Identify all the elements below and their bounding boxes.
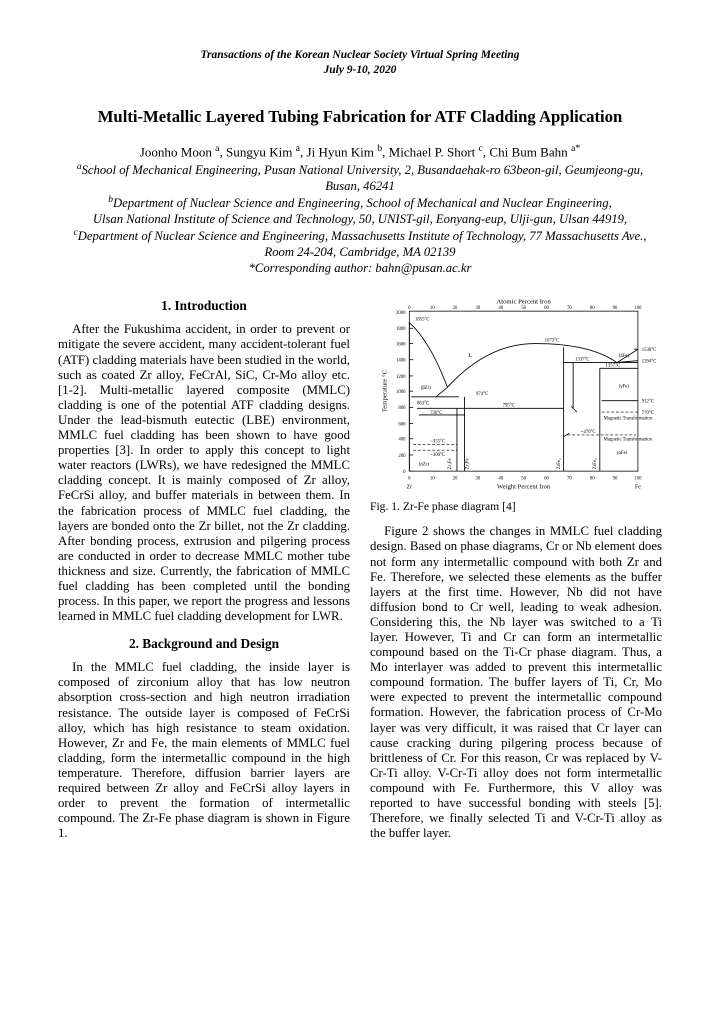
section-2-heading: 2. Background and Design	[58, 636, 350, 652]
svg-text:Fe: Fe	[635, 485, 641, 491]
section-2-body-left: In the MMLC fuel cladding, the inside la…	[58, 660, 350, 841]
figure-1-caption: Fig. 1. Zr-Fe phase diagram [4]	[370, 500, 662, 514]
svg-text:90: 90	[613, 307, 618, 312]
journal-line2: July 9-10, 2020	[58, 63, 662, 78]
svg-text:10: 10	[430, 307, 435, 312]
paper-title: Multi-Metallic Layered Tubing Fabricatio…	[58, 107, 662, 127]
svg-text:0: 0	[408, 477, 411, 482]
svg-text:30: 30	[476, 477, 481, 482]
svg-text:863°C: 863°C	[417, 402, 429, 407]
svg-text:~470°C: ~470°C	[581, 430, 596, 435]
svg-text:20: 20	[453, 477, 458, 482]
svg-text:2000: 2000	[396, 311, 406, 316]
svg-text:770°C: 770°C	[642, 411, 654, 416]
svg-text:50: 50	[521, 307, 526, 312]
svg-text:(αZr): (αZr)	[419, 463, 430, 468]
svg-text:1855°C: 1855°C	[415, 318, 430, 323]
svg-text:0: 0	[408, 307, 411, 312]
corresponding: *Corresponding author: bahn@pusan.ac.kr	[58, 261, 662, 277]
svg-text:(δFe): (δFe)	[619, 354, 630, 359]
svg-text:1600: 1600	[396, 343, 406, 348]
section-1-heading: 1. Introduction	[58, 298, 350, 314]
affiliations: aSchool of Mechanical Engineering, Pusan…	[58, 162, 662, 276]
svg-text:90: 90	[613, 477, 618, 482]
svg-text:Magnetic Transformation: Magnetic Transformation	[604, 417, 653, 422]
svg-text:Magnetic Transformation: Magnetic Transformation	[604, 438, 653, 443]
svg-text:400: 400	[398, 438, 406, 443]
svg-text:1538°C: 1538°C	[642, 349, 657, 354]
svg-text:Weight Percent Iron: Weight Percent Iron	[497, 484, 551, 491]
svg-text:Zr₂Fe: Zr₂Fe	[465, 459, 470, 470]
journal-line1: Transactions of the Korean Nuclear Socie…	[58, 48, 662, 63]
svg-text:1673°C: 1673°C	[545, 339, 560, 344]
svg-text:30: 30	[476, 307, 481, 312]
section-2-body-right: Figure 2 shows the changes in MMLC fuel …	[370, 524, 662, 841]
svg-text:Zr: Zr	[407, 485, 412, 491]
svg-text:1394°C: 1394°C	[642, 360, 657, 365]
figure-1: Atomic Percent Iron 0 10 20 30 40 50 60 …	[370, 294, 662, 494]
svg-text:Atomic Percent Iron: Atomic Percent Iron	[496, 299, 551, 306]
svg-text:20: 20	[453, 307, 458, 312]
svg-text:600: 600	[398, 423, 406, 428]
section-1-body: After the Fukushima accident, in order t…	[58, 322, 350, 624]
svg-text:40: 40	[498, 477, 503, 482]
svg-text:80: 80	[590, 477, 595, 482]
two-column-layout: 1. Introduction After the Fukushima acci…	[58, 292, 662, 841]
svg-text:Temperature °C: Temperature °C	[381, 370, 388, 413]
svg-text:(γFe): (γFe)	[619, 385, 629, 390]
svg-text:1357°C: 1357°C	[606, 364, 621, 369]
svg-text:100: 100	[634, 477, 642, 482]
svg-text:Zr₃Fe: Zr₃Fe	[448, 459, 453, 470]
svg-text:730°C: 730°C	[430, 411, 442, 416]
affiliation-b: bDepartment of Nuclear Science and Engin…	[58, 195, 662, 212]
affiliation-a: aSchool of Mechanical Engineering, Pusan…	[58, 162, 662, 195]
svg-text:1000: 1000	[396, 390, 406, 395]
svg-text:(αFe): (αFe)	[617, 451, 628, 456]
affiliation-b2: Ulsan National Institute of Science and …	[58, 212, 662, 228]
svg-text:60: 60	[544, 477, 549, 482]
svg-text:1400: 1400	[396, 359, 406, 364]
svg-text:100: 100	[634, 307, 642, 312]
svg-text:1800: 1800	[396, 328, 406, 333]
svg-text:50: 50	[521, 477, 526, 482]
svg-text:~300°C: ~300°C	[430, 453, 445, 458]
svg-text:1200: 1200	[396, 375, 406, 380]
svg-text:~355°C: ~355°C	[430, 440, 445, 445]
svg-text:974°C: 974°C	[476, 392, 488, 397]
svg-text:1337°C: 1337°C	[575, 358, 590, 363]
left-column: 1. Introduction After the Fukushima acci…	[58, 292, 350, 841]
svg-text:80: 80	[590, 307, 595, 312]
svg-text:40: 40	[498, 307, 503, 312]
svg-text:(βZr): (βZr)	[421, 387, 431, 392]
svg-text:10: 10	[430, 477, 435, 482]
affiliation-c: cDepartment of Nuclear Science and Engin…	[58, 228, 662, 261]
phase-diagram-svg: Atomic Percent Iron 0 10 20 30 40 50 60 …	[370, 294, 662, 494]
svg-text:200: 200	[398, 454, 406, 459]
svg-text:912°C: 912°C	[642, 400, 654, 405]
authors: Joonho Moon a, Sungyu Kim a, Ji Hyun Kim…	[58, 143, 662, 160]
svg-text:ZrFe₃: ZrFe₃	[593, 458, 598, 469]
svg-text:ZrFe₂: ZrFe₂	[557, 458, 562, 469]
svg-text:0: 0	[403, 470, 406, 475]
svg-text:70: 70	[567, 307, 572, 312]
journal-header: Transactions of the Korean Nuclear Socie…	[58, 48, 662, 79]
svg-text:795°C: 795°C	[503, 404, 515, 409]
right-column: Atomic Percent Iron 0 10 20 30 40 50 60 …	[370, 292, 662, 841]
svg-text:60: 60	[544, 307, 549, 312]
svg-text:800: 800	[398, 407, 406, 412]
svg-text:L: L	[468, 353, 472, 359]
svg-text:70: 70	[567, 477, 572, 482]
